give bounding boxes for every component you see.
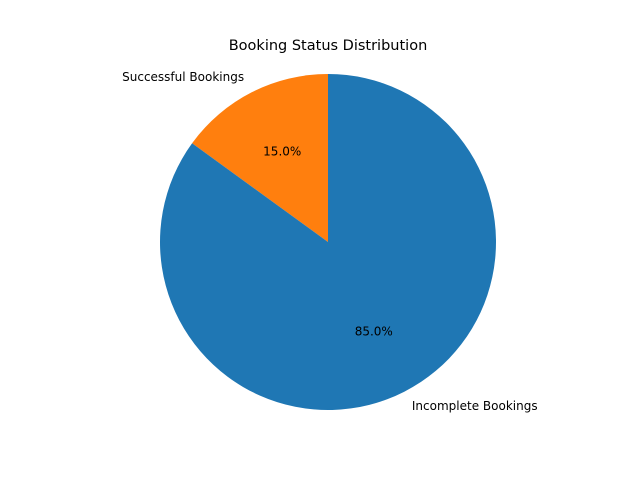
slice-percent-label: 15.0%: [263, 145, 301, 159]
pie-slices: [160, 74, 497, 410]
slice-label: Incomplete Bookings: [412, 399, 538, 413]
slice-percent-label: 85.0%: [355, 324, 393, 338]
pie-slice-successful-bookings: [192, 74, 328, 242]
slice-label: Successful Bookings: [122, 70, 244, 84]
pie-slice-incomplete-bookings: [160, 74, 497, 410]
chart-title: Booking Status Distribution: [229, 38, 428, 54]
pie-labels: Successful Bookings 15.0% Incomplete Booki…: [122, 70, 537, 413]
